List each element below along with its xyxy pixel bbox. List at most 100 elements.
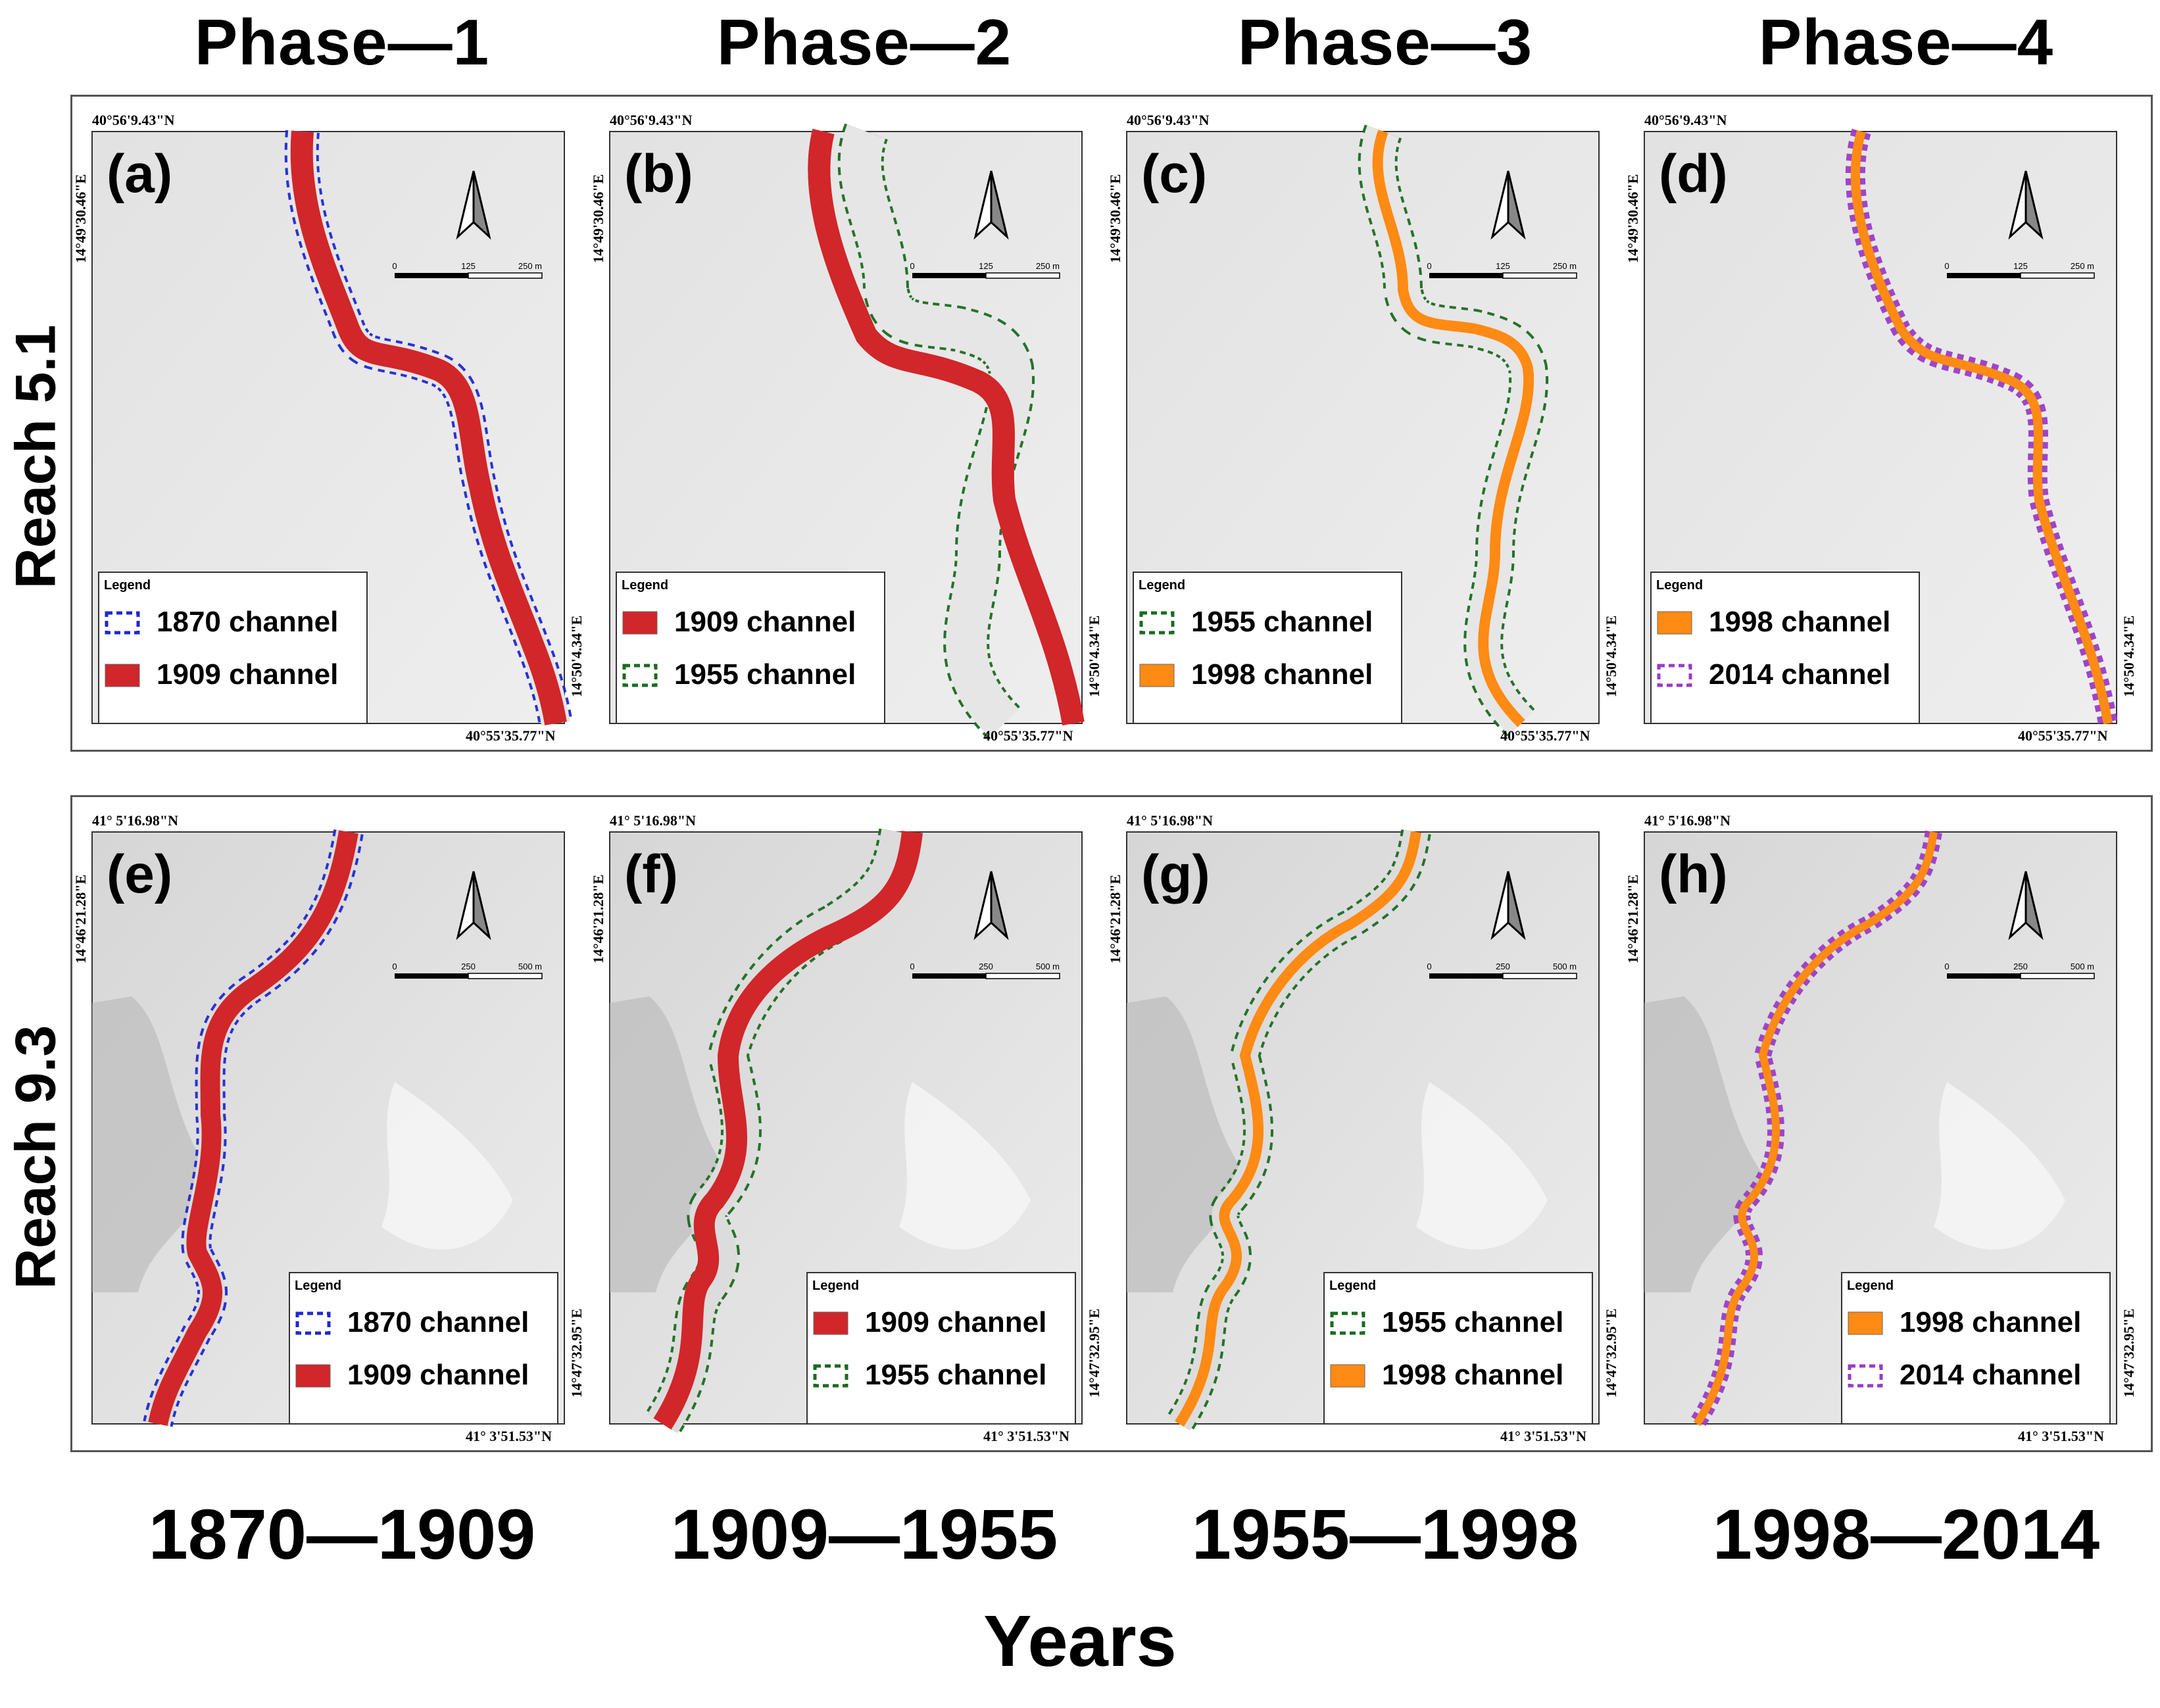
legend-title: Legend [1847, 1279, 1894, 1293]
legend-item-label: 1870 channel [157, 606, 338, 638]
north-arrow-icon [456, 871, 491, 940]
legend-swatch-dashed [105, 611, 140, 635]
coord-right: 14°50'4.34"E [2121, 615, 2137, 697]
channel-1909-top [653, 831, 923, 1430]
map-panel-c: 0 125 250 m (c) Legend 1955 channel 1998 chann… [1126, 124, 1600, 738]
reach-5-1-frame [70, 95, 2153, 752]
north-arrow-icon [1490, 170, 1526, 240]
legend: Legend 1998 channel 2014 channel [1650, 572, 1920, 724]
map-panel-f: 0 250 500 m (f) Legend 1909 channel 1955 chann… [609, 828, 1083, 1435]
legend: Legend 1870 channel 1909 channel [98, 572, 368, 724]
legend-item-label: 1955 channel [1382, 1306, 1563, 1338]
coord-bottom: 40°55'35.77"N [983, 727, 1073, 744]
scale-label: 125 [979, 261, 993, 271]
legend-item-label: 1998 channel [1900, 1306, 2081, 1338]
coord-right: 14°50'4.34"E [1603, 615, 1619, 697]
panel-tag: (b) [624, 144, 693, 204]
terrain-highlight [1934, 1082, 2065, 1250]
north-arrow-icon [973, 871, 1009, 940]
legend-swatch-dashed [1330, 1311, 1365, 1335]
coord-right: 14°47'32.95"E [1086, 1308, 1102, 1398]
map-panel-h: 0 250 500 m (h) Legend 1998 channel 2014 chann… [1644, 830, 2117, 1428]
coord-right: 14°47'32.95"E [1603, 1308, 1619, 1398]
period-1-label: 1870—1909 [148, 1494, 536, 1574]
scale-bar: 0 250 500 m [1944, 962, 2095, 979]
phase-3-title: Phase—3 [1237, 6, 1533, 78]
scale-label: 250 m [518, 261, 542, 271]
coord-top: 40°56'9.43"N [92, 112, 175, 128]
legend-item-label: 1998 channel [1191, 658, 1373, 691]
legend: Legend 1955 channel 1998 channel [1133, 572, 1402, 724]
legend-swatch-dashed [295, 1311, 331, 1335]
scale-bar: 0 250 500 m [1427, 962, 1577, 979]
scale-label: 0 [392, 261, 397, 271]
scale-label: 0 [1944, 261, 1949, 271]
map-panel-a: 0 125 250 m (a) Legend 1870 channel 1909 chann… [91, 130, 573, 727]
legend-swatch-dashed [622, 664, 658, 687]
legend-item-label: 1998 channel [1382, 1359, 1563, 1391]
terrain-shadow [92, 996, 210, 1292]
legend-swatch-filled [295, 1364, 331, 1388]
coord-right: 14°50'4.34"E [568, 615, 585, 697]
scale-label: 0 [1944, 962, 1949, 971]
scale-bar: 0 250 500 m [392, 962, 543, 979]
channel-1909-top [290, 130, 567, 725]
channel-1998-top [1850, 130, 2113, 725]
coord-left: 14°49'30.46"E [72, 174, 89, 263]
legend-swatch-filled [1848, 1311, 1883, 1335]
legend-swatch-filled [105, 664, 140, 687]
coord-top: 41° 5'16.98"N [610, 812, 697, 829]
map-panel-b: 0 125 250 m (b) Legend 1909 channel 1955 chann… [609, 123, 1085, 740]
scale-bar: 0 125 250 m [1944, 261, 2095, 279]
legend-swatch-dashed [1139, 611, 1175, 635]
panel-tag: (d) [1659, 144, 1728, 204]
legend-title: Legend [1656, 578, 1703, 593]
coord-top: 40°56'9.43"N [610, 112, 693, 128]
legend-item-label: 1909 channel [157, 658, 338, 691]
channel-1998-top [1372, 130, 1534, 727]
scale-label: 125 [1496, 261, 1510, 271]
coord-left: 14°49'30.46"E [590, 174, 606, 263]
panel-tag: (e) [107, 844, 172, 904]
terrain-highlight [899, 1082, 1031, 1250]
north-arrow-icon [973, 170, 1009, 240]
north-arrow-icon [456, 170, 491, 240]
coord-bottom: 41° 3'51.53"N [1500, 1428, 1587, 1444]
period-3-label: 1955—1998 [1191, 1494, 1579, 1574]
scale-label: 500 m [1553, 962, 1577, 971]
legend-swatch-filled [622, 611, 658, 635]
legend-item-label: 1955 channel [674, 658, 856, 691]
channel-1998-top [1175, 831, 1421, 1427]
reach-5-1-label: Reach 5.1 [4, 324, 68, 589]
legend-swatch-filled [813, 1311, 848, 1335]
panel-tag: (a) [107, 144, 172, 204]
scale-bar: 0 125 250 m [910, 261, 1060, 279]
panel-tag: (c) [1141, 144, 1207, 204]
phase-1-title: Phase—1 [194, 6, 490, 78]
legend-title: Legend [622, 578, 668, 593]
map-panel-g: 0 250 500 m (g) Legend 1955 channel 1998 chann… [1126, 829, 1600, 1432]
scale-label: 250 [979, 962, 993, 971]
scale-bar: 0 250 500 m [910, 962, 1060, 979]
coord-left: 14°49'30.46"E [1107, 174, 1123, 263]
scale-label: 250 [2013, 962, 2028, 971]
scale-label: 125 [461, 261, 476, 271]
coord-bottom: 40°55'35.77"N [466, 727, 556, 744]
coord-left: 14°46'21.28"E [1107, 874, 1123, 964]
coord-top: 41° 5'16.98"N [1127, 812, 1214, 829]
legend-swatch-filled [1139, 664, 1175, 687]
channel-1909-top [808, 128, 1085, 725]
legend-item-label: 1870 channel [347, 1306, 529, 1338]
coord-right: 14°47'32.95"E [568, 1308, 585, 1398]
map-panel-d: 0 125 250 m (d) Legend 1998 channel 2014 chann… [1644, 128, 2118, 725]
legend-swatch-dashed [1848, 1364, 1883, 1388]
map-panel-e: 0 250 500 m (e) Legend 1870 channel 1909 chann… [91, 829, 565, 1427]
coord-left: 14°49'30.46"E [1625, 174, 1641, 263]
scale-label: 500 m [2071, 962, 2094, 971]
channel-1998-top [1693, 831, 1938, 1427]
legend: Legend 1909 channel 1955 channel [616, 572, 885, 724]
legend-swatch-dashed [813, 1364, 848, 1388]
coord-top: 40°56'9.43"N [1644, 112, 1727, 128]
coord-top: 41° 5'16.98"N [1644, 812, 1731, 829]
reach-9-3-frame [70, 795, 2153, 1452]
